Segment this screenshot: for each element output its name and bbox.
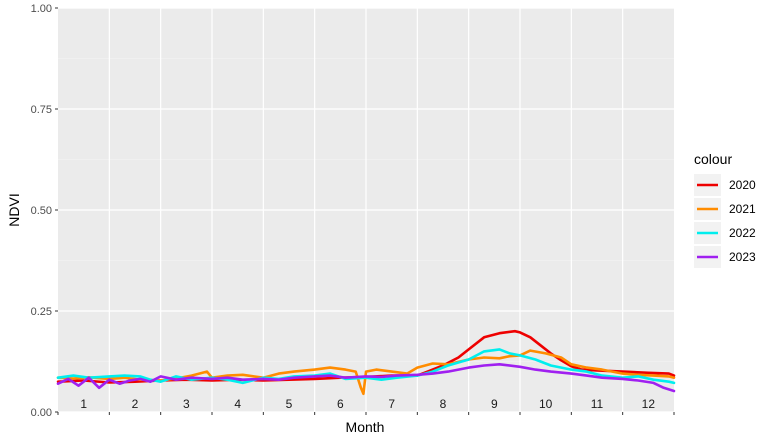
x-month-label: 7 [388,397,395,411]
x-axis-title: Month [346,419,385,435]
series-line-2023 [56,362,676,393]
x-axis: 1 2 3 4 5 6 7 8 9 10 11 12 [57,397,675,415]
x-month-label: 3 [183,397,190,411]
x-month-label: 2 [132,397,139,411]
series-lines [56,329,676,396]
y-tick-label: 0.75 [31,104,52,116]
legend-label-2021: 2021 [729,202,756,216]
x-month-label: 1 [80,397,87,411]
legend: colour 2020 2021 2022 2023 [694,151,756,268]
x-month-label: 8 [440,397,447,411]
y-tick-label: 0.00 [31,407,52,419]
x-month-label: 4 [234,397,241,411]
y-tick-label: 0.50 [31,205,52,217]
y-axis: 0.00 0.25 0.50 0.75 1.00 [31,3,58,419]
legend-label-2020: 2020 [729,178,756,192]
x-month-label: 5 [286,397,293,411]
x-month-label: 11 [591,397,604,411]
x-month-label: 9 [491,397,498,411]
y-tick-label: 1.00 [31,3,52,15]
series-line-2022 [56,348,676,385]
legend-title: colour [694,151,732,167]
y-axis-title: NDVI [6,193,22,226]
y-tick-label: 0.25 [31,306,52,318]
x-month-label: 12 [642,397,656,411]
legend-label-2023: 2023 [729,250,756,264]
legend-label-2022: 2022 [729,226,756,240]
major-gridlines [58,7,674,413]
x-month-label: 6 [337,397,344,411]
x-month-label: 10 [539,397,553,411]
